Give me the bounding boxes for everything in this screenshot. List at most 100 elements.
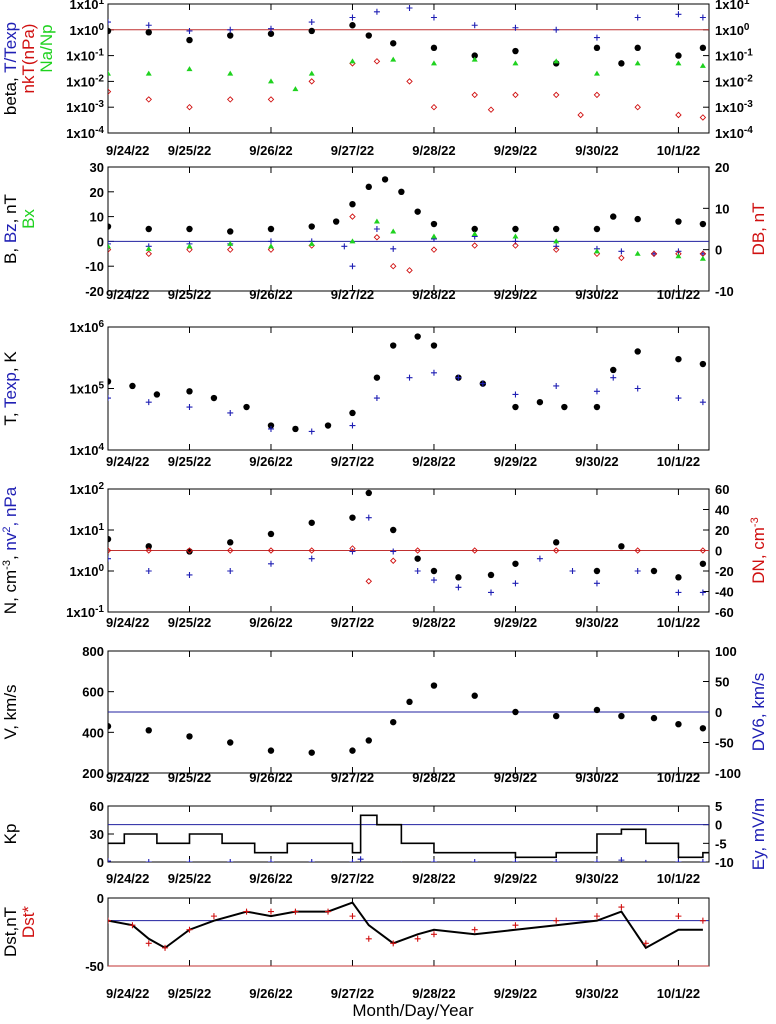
panel-beta-x-tick-label: 10/1/22 — [657, 143, 700, 158]
panel-magnetic-series-2-point-7 — [341, 243, 348, 250]
panel-magnetic-series-4-point-2 — [145, 245, 152, 251]
panel-density-series-1-point-8 — [365, 489, 372, 497]
panel-velocity-x-tick-label: 9/28/22 — [412, 770, 455, 785]
panel-kp-series-2-point-4 — [227, 859, 234, 862]
panel-magnetic-left-title-2-part-1: Bx — [19, 209, 38, 229]
panel-beta-series-3-point-15 — [577, 111, 584, 119]
panel-magnetic-series-3-point-9 — [389, 262, 397, 270]
panel-magnetic-y-tick-label-right: -10 — [715, 284, 734, 299]
panel-beta-series-4-point-12 — [512, 60, 519, 66]
panel-magnetic-series-3-point-17 — [650, 250, 658, 258]
panel-kp-x-tick-label: 9/29/22 — [494, 871, 537, 886]
panel-beta-x-tick-label: 9/26/22 — [249, 143, 292, 158]
panel-magnetic-series-3-point-1 — [108, 246, 112, 253]
panel-beta-series-1-point-4 — [227, 32, 234, 39]
panel-temperature-series-2-point-3 — [186, 404, 193, 411]
panel-beta-series-2-point-9 — [406, 4, 413, 11]
panel-density-right-title-part-1: DN, cm — [749, 527, 768, 584]
panel-magnetic-series-1-point-15 — [512, 225, 519, 233]
panel-temperature-series-2-point-18 — [675, 395, 682, 402]
panel-kp-y-tick-label: 60 — [90, 799, 104, 814]
panel-kp-x-tick-label: 9/27/22 — [331, 871, 374, 886]
panel-beta-series-3-point-17 — [634, 103, 641, 111]
panel-temperature-series-2-point-15 — [593, 388, 600, 395]
panel-magnetic-left-title: B, Bz, nT — [1, 194, 20, 264]
panel-magnetic-series-1-point-20 — [675, 218, 682, 225]
panel-dst-series-2-point-23 — [699, 917, 706, 924]
panel-density-y-tick-label-exponent: -1 — [95, 604, 104, 615]
panel-velocity-x-tick-label: 9/29/22 — [494, 770, 537, 785]
panel-beta-series-2-point-12 — [512, 24, 519, 31]
panel-beta-series-1-point-12 — [512, 47, 519, 55]
panel-beta-series-1-point-14 — [593, 44, 601, 52]
panel-magnetic-series-4-point-14 — [593, 248, 600, 254]
panel-density-x-tick-label: 9/24/22 — [106, 615, 149, 630]
panel-magnetic-right-title: DB, nT — [749, 203, 768, 256]
panel-density-series-2-point-5 — [267, 560, 274, 567]
panel-density-series-2-point-15 — [536, 555, 543, 562]
panel-temperature-series-2-point-13 — [512, 391, 519, 398]
panel-magnetic-y-tick-label-right: 10 — [715, 201, 729, 216]
panel-beta-series-2-point-16 — [675, 11, 682, 18]
panel-dst-x-tick-label: 9/25/22 — [168, 986, 211, 1001]
panel-temperature-x-tick-label: 9/29/22 — [494, 454, 537, 469]
panel-density-x-tick-label: 10/1/22 — [657, 615, 700, 630]
panel-magnetic-series-4-point-15 — [634, 250, 641, 256]
panel-velocity-series-1-point-7 — [349, 747, 356, 754]
panel-kp-series-2-point-1 — [108, 858, 111, 862]
panel-temperature-series-1-point-23 — [675, 355, 682, 363]
panel-density-series-1-point-1 — [108, 535, 112, 543]
panel-kp-series-2-point-15 — [593, 859, 600, 862]
panel-dst-x-tick-label: 9/29/22 — [494, 986, 537, 1001]
panel-magnetic-series-2-point-14 — [553, 243, 560, 250]
panel-kp-y-tick-label-right: 0 — [715, 818, 722, 833]
panel-magnetic-series-3-point-5 — [267, 246, 275, 253]
panel-kp-x-tick-label: 9/24/22 — [106, 871, 149, 886]
panel-magnetic-series-3-point-12 — [471, 242, 478, 249]
panel-kp-right-title: Ey, mV/m — [749, 798, 768, 870]
panel-density-series-2-point-14 — [512, 580, 519, 587]
panel-density-series-1-point-12 — [455, 574, 462, 581]
panel-dst-series-2-point-21 — [642, 940, 649, 947]
panel-velocity-x-tick-label: 9/27/22 — [331, 770, 374, 785]
panel-beta-series-1-point-7 — [349, 22, 356, 29]
panel-kp-y-tick-label: 30 — [90, 827, 104, 842]
panel-beta-y-tick-label-right-exponent: -2 — [744, 73, 753, 84]
panel-beta-y-tick-label: 1x10-1 — [66, 48, 104, 64]
panel-magnetic-series-3-point-2 — [145, 250, 152, 258]
panel-temperature-series-2-point-6 — [308, 428, 315, 435]
panel-density-series-3-point-13 — [634, 547, 641, 554]
panel-density-x-tick-label: 9/29/22 — [494, 615, 537, 630]
panel-beta-y-tick-label-exponent: -4 — [95, 125, 104, 136]
panel-dst-left-title-part-1: Dst,nT — [1, 907, 20, 957]
panel-density-left-title-part-5: 2 — [1, 526, 13, 532]
panel-temperature-x-tick-label: 9/28/22 — [412, 454, 455, 469]
panel-dst-x-tick-label: 9/24/22 — [106, 986, 149, 1001]
panel-beta-series-4-point-16 — [675, 60, 682, 66]
panel-density-series-1-point-4 — [227, 539, 234, 546]
panel-magnetic-series-group — [108, 176, 707, 274]
panel-beta-series-2-point-13 — [553, 26, 560, 33]
panel-density-series-2-point-20 — [699, 589, 706, 596]
panel-kp-series-2-point-5 — [267, 859, 274, 862]
panel-magnetic-x-tick-label: 9/30/22 — [575, 287, 618, 302]
panel-density-series-2-point-9 — [390, 548, 397, 555]
panel-beta-y-tick-label-exponent: -2 — [95, 73, 104, 84]
panel-beta-series-4-point-7 — [308, 70, 315, 76]
panel-dst-series-2-point-13 — [390, 940, 397, 947]
panel-velocity-series-1-point-16 — [618, 712, 625, 720]
panel-magnetic-series-4-point-11 — [471, 230, 478, 236]
panel-density-series-1-point-6 — [308, 519, 315, 526]
panel-velocity-y-tick-label: 400 — [82, 725, 104, 740]
panel-velocity-series-1-point-9 — [390, 718, 397, 726]
panel-dst-x-tick-label: 9/30/22 — [575, 986, 618, 1001]
panel-magnetic-y-tick-label: -20 — [85, 284, 104, 299]
panel-beta-y-tick-label-right: 1x10-3 — [715, 99, 753, 115]
panel-velocity-series-1-point-14 — [553, 712, 560, 720]
panel-density-series-group — [108, 489, 707, 596]
panel-density-series-2-point-4 — [227, 568, 234, 574]
panel-velocity-x-tick-label: 9/30/22 — [575, 770, 618, 785]
panel-temperature-x-tick-label: 9/24/22 — [106, 454, 149, 469]
panel-velocity: 9/24/22 9/25/22 9/26/22 9/27/22 9/28/22 9/29/… — [1, 644, 768, 785]
panel-beta-left-title: beta, T/Texp — [1, 22, 20, 115]
